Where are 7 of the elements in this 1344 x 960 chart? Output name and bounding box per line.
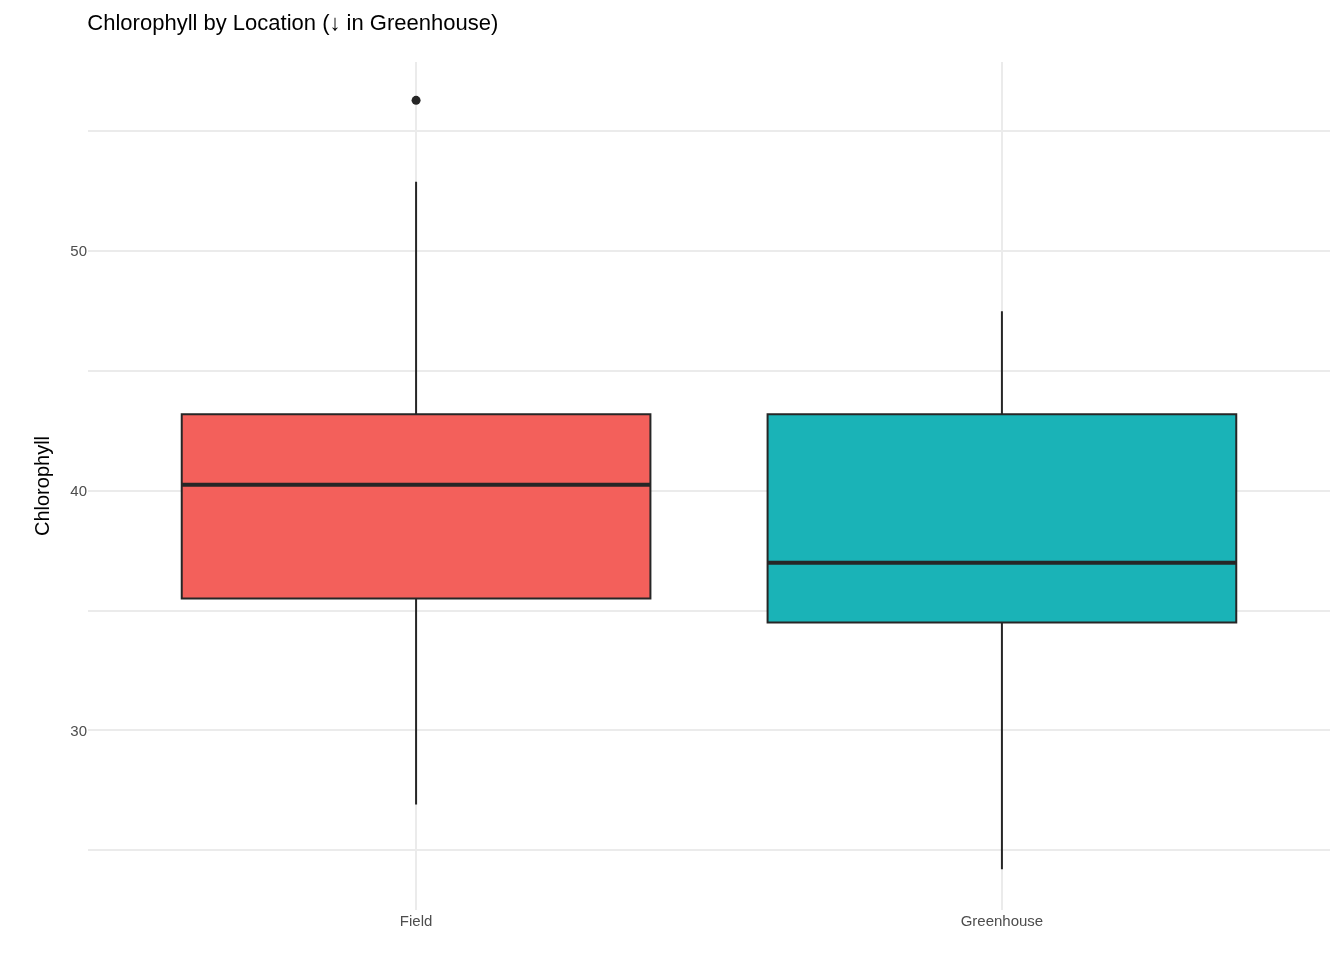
y-tick-label: 40	[70, 482, 87, 500]
x-tick-label: Field	[399, 912, 433, 929]
x-tick-label: Greenhouse	[960, 912, 1044, 929]
y-tick-label: 30	[70, 721, 87, 739]
y-tick-label: 50	[70, 242, 87, 260]
y-axis-title: Chlorophyll	[30, 435, 53, 537]
chart-title: Chlorophyll by Location (↓ in Greenhouse)	[87, 9, 499, 35]
